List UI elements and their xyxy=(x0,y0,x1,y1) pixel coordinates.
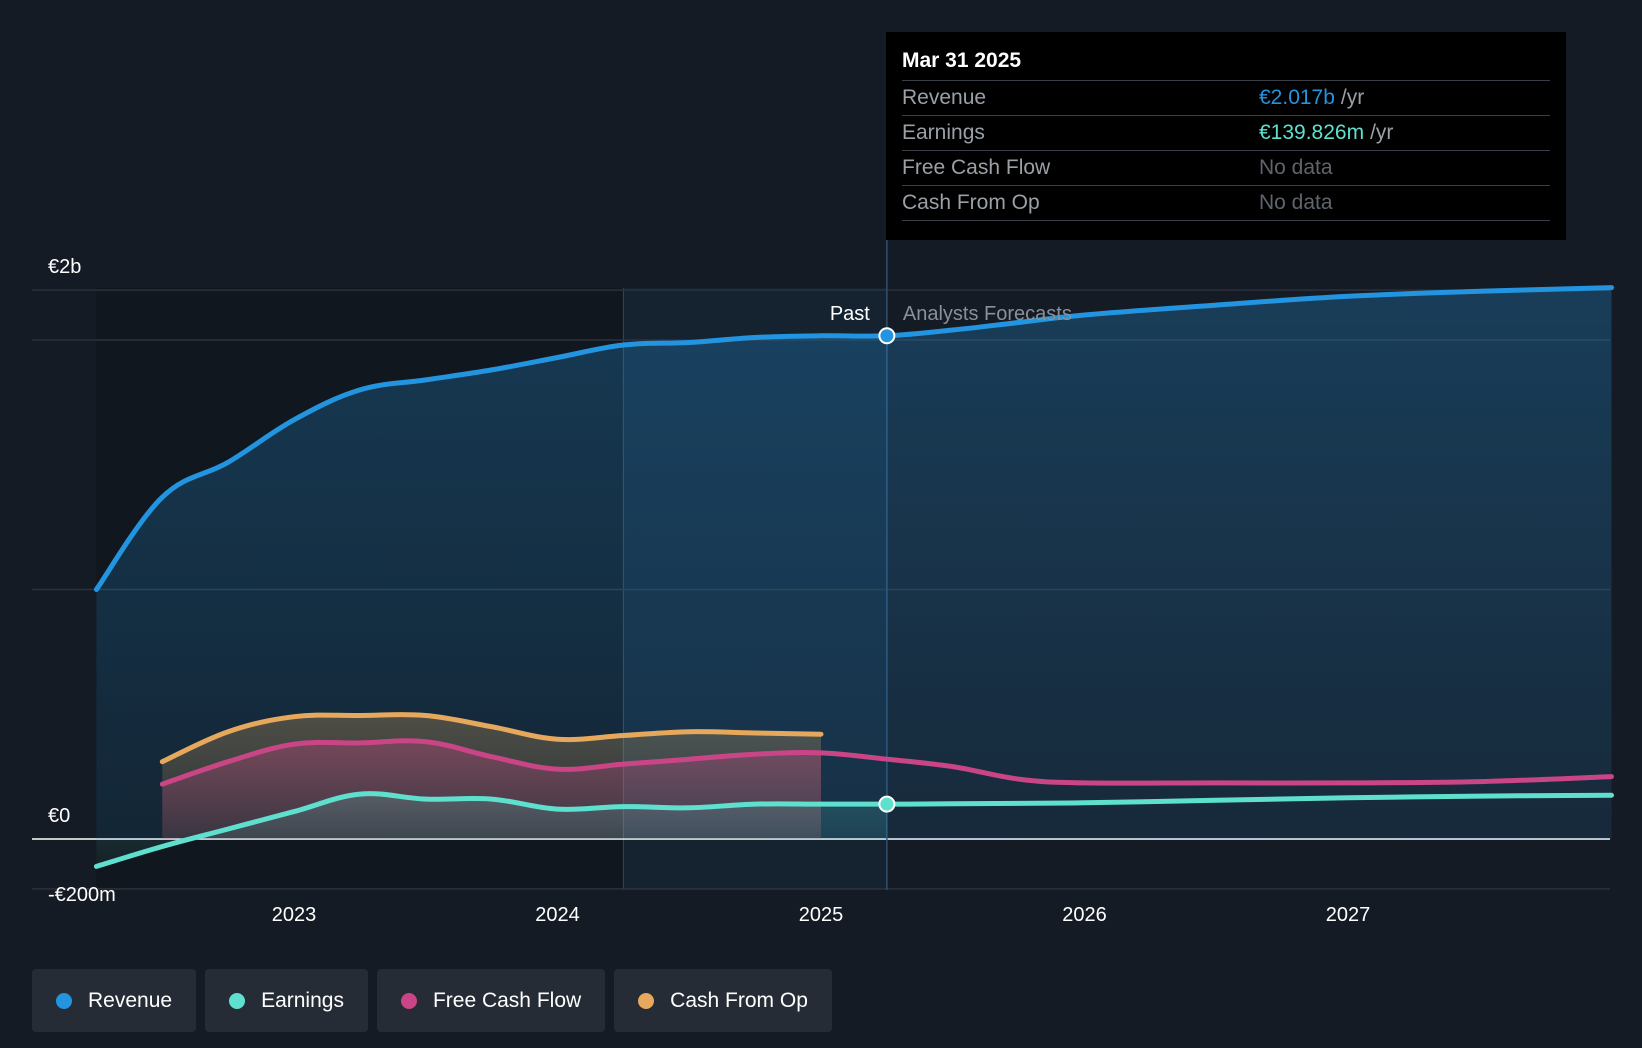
tooltip-row-revenue: Revenue €2.017b/yr xyxy=(902,81,1550,116)
tooltip-label: Free Cash Flow xyxy=(902,156,1051,179)
legend-label: Earnings xyxy=(261,988,344,1012)
earnings-dot-icon xyxy=(229,992,246,1009)
tooltip-label: Revenue xyxy=(902,86,987,109)
revenue-marker xyxy=(878,327,896,345)
x-tick-label: 2026 xyxy=(1062,904,1107,926)
y-tick-label: €2b xyxy=(48,256,81,278)
x-tick-label: 2025 xyxy=(799,904,844,926)
legend-item-cash-from-op[interactable]: Cash From Op xyxy=(614,969,832,1032)
tooltip-unit: /yr xyxy=(1370,121,1394,144)
legend-item-revenue[interactable]: Revenue xyxy=(32,969,197,1032)
tooltip-row-cash-from-op: Cash From Op No data xyxy=(902,186,1550,221)
cash-from-op-dot-icon xyxy=(638,992,655,1009)
x-tick-label: 2023 xyxy=(272,904,317,926)
free-cash-flow-dot-icon xyxy=(400,992,417,1009)
tooltip-value: No data xyxy=(1259,191,1333,214)
legend-label: Revenue xyxy=(88,988,173,1012)
x-tick-label: 2027 xyxy=(1326,904,1371,926)
x-tick-label: 2024 xyxy=(535,904,580,926)
tooltip-value: €2.017b xyxy=(1259,86,1335,109)
revenue-line xyxy=(93,285,1614,592)
y-tick-label: -€200m xyxy=(48,884,116,906)
tooltip-date: Mar 31 2025 xyxy=(902,46,1550,81)
legend-label: Cash From Op xyxy=(670,988,808,1012)
earnings-line xyxy=(93,791,1614,869)
tooltip-label: Cash From Op xyxy=(902,191,1040,214)
tooltip-unit: /yr xyxy=(1340,86,1365,109)
tooltip-value: No data xyxy=(1259,156,1333,179)
free-cash-flow-line xyxy=(159,738,1614,787)
legend-label: Free Cash Flow xyxy=(432,988,582,1012)
tooltip-value: €139.826m xyxy=(1259,121,1365,144)
tooltip: Mar 31 2025 Revenue €2.017b/yr Earnings … xyxy=(886,32,1566,240)
cash-from-op-line xyxy=(159,712,824,765)
y-tick-label: €0 xyxy=(48,805,70,827)
revenue-area xyxy=(96,287,1612,840)
forecast-label: Analysts Forecasts xyxy=(903,303,1072,325)
earnings-marker xyxy=(878,795,896,813)
legend: Revenue Earnings Free Cash Flow Cash Fro… xyxy=(32,969,832,1032)
revenue-dot-icon xyxy=(56,992,72,1009)
tooltip-label: Earnings xyxy=(902,121,985,144)
tooltip-row-earnings: Earnings €139.826m/yr xyxy=(902,116,1550,151)
legend-item-free-cash-flow[interactable]: Free Cash Flow xyxy=(376,969,606,1032)
past-label: Past xyxy=(830,303,870,325)
tooltip-row-free-cash-flow: Free Cash Flow No data xyxy=(902,151,1550,186)
legend-item-earnings[interactable]: Earnings xyxy=(205,969,368,1032)
